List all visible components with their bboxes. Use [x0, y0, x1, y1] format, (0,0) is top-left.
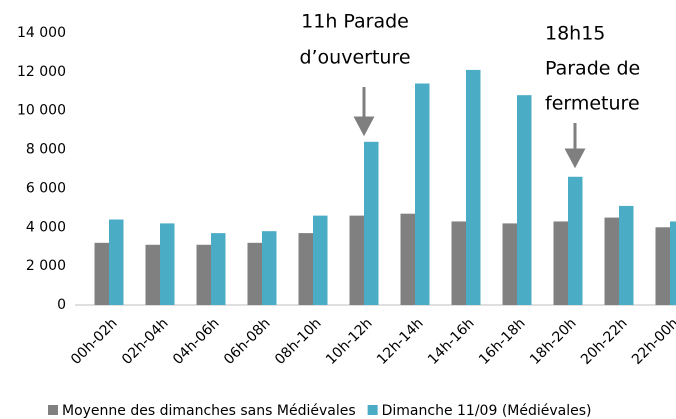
annotation: Parade de — [545, 58, 640, 80]
y-tick-label: 0 — [57, 297, 66, 313]
annotation: 18h15 — [545, 23, 605, 45]
x-tick-label: 04h-06h — [170, 315, 223, 368]
legend-swatch — [48, 405, 58, 415]
bar — [451, 221, 466, 305]
bar — [604, 217, 619, 305]
bar — [466, 69, 481, 306]
bar — [517, 95, 532, 306]
bar — [619, 205, 634, 305]
bar — [349, 215, 364, 305]
legend-label: Moyenne des dimanches sans Médiévales — [62, 403, 356, 419]
x-tick-label: 16h-18h — [476, 315, 529, 368]
bar — [313, 215, 328, 305]
x-tick-label: 00h-02h — [68, 315, 121, 368]
annotation: fermeture — [545, 93, 640, 115]
bar — [670, 221, 676, 305]
bar — [211, 233, 226, 305]
annotation: 11h Parade — [301, 11, 409, 33]
x-tick-label: 14h-16h — [425, 315, 478, 368]
arrow-head — [353, 116, 375, 137]
y-tick-label: 2 000 — [26, 258, 66, 274]
y-tick-label: 6 000 — [26, 180, 66, 196]
bar — [553, 221, 568, 305]
bar — [400, 213, 415, 305]
bar — [145, 244, 160, 305]
y-tick-label: 12 000 — [17, 64, 66, 80]
bar — [109, 219, 124, 305]
y-tick-label: 4 000 — [26, 219, 66, 235]
legend-label: Dimanche 11/09 (Médiévales) — [382, 403, 592, 419]
bar — [568, 176, 583, 305]
x-tick-label: 12h-14h — [374, 315, 427, 368]
bar — [502, 223, 517, 305]
bar — [160, 223, 175, 305]
x-tick-label: 08h-10h — [272, 315, 325, 368]
x-tick-label: 18h-20h — [527, 315, 580, 368]
x-tick-label: 06h-08h — [221, 315, 274, 368]
x-tick-label: 22h-00h — [629, 315, 676, 368]
bar — [415, 83, 430, 305]
bar — [298, 233, 313, 305]
y-tick-label: 10 000 — [17, 103, 66, 119]
x-tick-label: 20h-22h — [578, 315, 631, 368]
legend-swatch — [367, 405, 378, 415]
y-tick-label: 14 000 — [17, 25, 66, 41]
bar — [196, 244, 211, 305]
bar — [94, 242, 109, 305]
arrows — [353, 87, 586, 169]
x-tick-label: 10h-12h — [323, 315, 376, 368]
bar — [655, 227, 670, 305]
bar — [364, 141, 379, 305]
x-tick-label: 02h-04h — [119, 315, 172, 368]
bar — [262, 231, 277, 305]
bar — [247, 242, 262, 305]
y-tick-label: 8 000 — [26, 142, 66, 158]
arrow-head — [564, 148, 586, 169]
annotation: d’ouverture — [299, 47, 410, 69]
